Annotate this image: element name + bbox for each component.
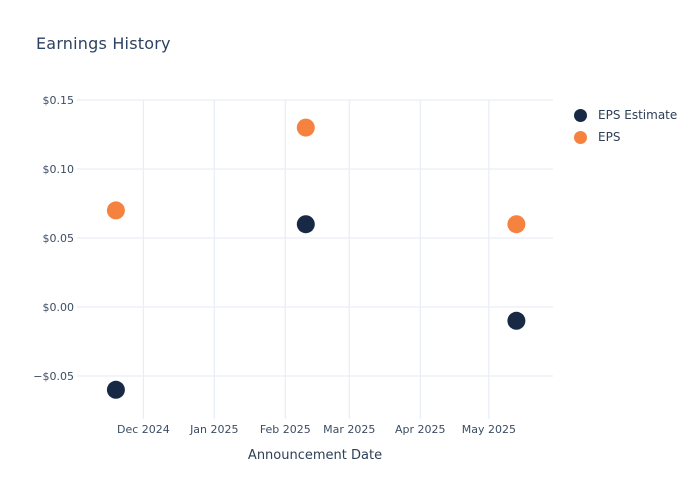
y-tick-label: −$0.05 — [33, 370, 74, 383]
legend-item-eps-estimate[interactable]: EPS Estimate — [574, 104, 677, 126]
legend: EPS Estimate EPS — [574, 104, 677, 148]
y-tick-label: $0.00 — [43, 301, 75, 314]
tick-labels: $0.15 $0.10 $0.05 $0.00 −$0.05 Dec 2024 … — [33, 94, 516, 436]
legend-marker-eps-icon — [574, 130, 587, 144]
eps-estimate-point[interactable] — [106, 380, 125, 399]
eps-estimate-point[interactable] — [507, 311, 526, 330]
x-tick-label: May 2025 — [462, 423, 516, 436]
points-layer — [106, 118, 526, 399]
eps-point[interactable] — [106, 201, 125, 220]
legend-marker-eps-estimate-icon — [574, 108, 587, 122]
y-tick-label: $0.10 — [43, 163, 75, 176]
legend-label-eps: EPS — [598, 130, 621, 144]
eps-point[interactable] — [507, 215, 526, 234]
eps-point[interactable] — [296, 118, 315, 137]
x-tick-label: Dec 2024 — [117, 423, 170, 436]
y-tick-label: $0.15 — [43, 94, 75, 107]
grid-layer — [77, 99, 553, 419]
x-tick-label: Apr 2025 — [395, 423, 446, 436]
x-tick-label: Feb 2025 — [260, 423, 311, 436]
legend-item-eps[interactable]: EPS — [574, 126, 677, 148]
eps-estimate-point[interactable] — [296, 215, 315, 234]
x-axis-title: Announcement Date — [247, 448, 383, 463]
x-tick-label: Mar 2025 — [323, 423, 375, 436]
legend-label-eps-estimate: EPS Estimate — [598, 108, 678, 122]
x-tick-label: Jan 2025 — [189, 423, 238, 436]
y-tick-label: $0.05 — [43, 232, 75, 245]
chart-title: Earnings History — [36, 34, 171, 53]
